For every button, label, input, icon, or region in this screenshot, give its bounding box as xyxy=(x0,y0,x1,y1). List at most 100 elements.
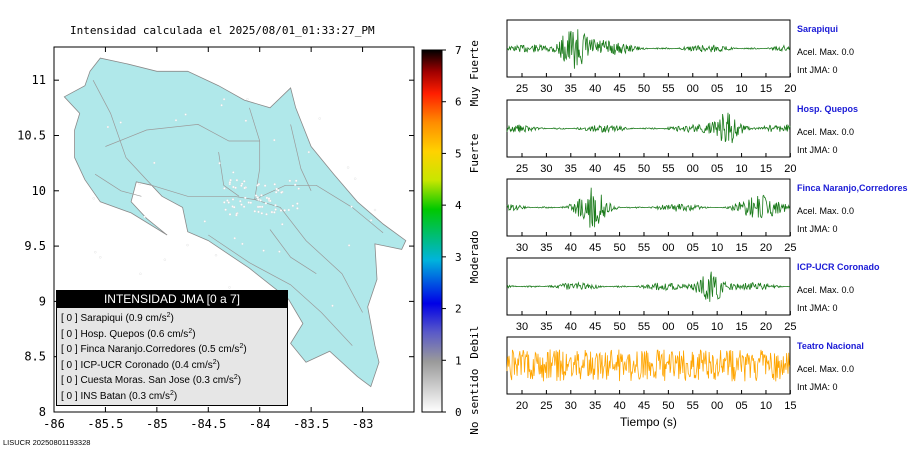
time-tick-label: 30 xyxy=(516,242,528,254)
legend-station-name: ICP-UCR Coronado xyxy=(80,359,169,371)
town-dot xyxy=(106,125,110,129)
town-dot xyxy=(307,150,310,154)
town-dot xyxy=(184,113,187,116)
legend-pga-exponent: 2 xyxy=(169,389,174,397)
seismogram-trace xyxy=(506,112,791,144)
costa-rica-landmass xyxy=(63,57,407,388)
town-dot xyxy=(256,196,259,199)
town-dot xyxy=(267,197,271,200)
town-dot xyxy=(293,183,297,186)
town-dot xyxy=(247,201,250,204)
time-tick-label: 50 xyxy=(638,83,650,95)
colorbar-tick-label: 1 xyxy=(455,354,462,367)
town-dot xyxy=(280,191,283,194)
time-axis-title: Tiempo (s) xyxy=(620,415,677,429)
town-dot xyxy=(234,186,237,190)
town-dot xyxy=(119,121,122,124)
x-tick-label: -84.5 xyxy=(190,417,226,431)
town-dot xyxy=(278,250,281,253)
seismogram-trace xyxy=(506,29,791,69)
time-tick-label: 10 xyxy=(735,83,747,95)
time-tick-label: 25 xyxy=(784,242,796,254)
road-5 xyxy=(94,173,142,197)
legend-entry: [ 0 ] Cuesta Moras. San Jose (0.3 cm/s2) xyxy=(57,370,287,386)
legend-paren: ) xyxy=(243,344,247,356)
legend-jma-value: [ 0 ] xyxy=(61,375,78,387)
town-dot xyxy=(138,182,141,186)
town-dot xyxy=(220,104,223,107)
town-dot xyxy=(231,198,235,201)
colorbar-tick-label: 0 xyxy=(455,406,462,419)
time-tick-label: 15 xyxy=(735,242,747,254)
time-tick-label: 15 xyxy=(760,163,772,175)
colorbar-tick-label: 3 xyxy=(455,251,462,264)
town-dot xyxy=(223,201,226,204)
town-dot xyxy=(203,220,206,223)
town-dot xyxy=(243,180,246,183)
town-dot xyxy=(223,187,226,190)
town-dot xyxy=(243,186,246,190)
colorbar-category-label: Debil xyxy=(468,326,481,359)
time-tick-label: 05 xyxy=(735,400,747,412)
town-dot xyxy=(232,185,235,189)
time-tick-label: 40 xyxy=(565,321,577,333)
station-max-accel: Acel. Max. 0.0 xyxy=(797,127,855,137)
station-jma-intensity: Int JMA: 0 xyxy=(797,382,838,392)
time-tick-label: 15 xyxy=(784,400,796,412)
y-tick-label: 11 xyxy=(32,73,46,87)
time-tick-label: 35 xyxy=(540,321,552,333)
legend-pga-value: (0.4 cm/s xyxy=(171,359,213,371)
town-dot xyxy=(347,244,351,247)
town-dot xyxy=(274,208,277,211)
time-tick-label: 55 xyxy=(662,83,674,95)
x-tick-label: -83.5 xyxy=(293,417,329,431)
town-dot xyxy=(229,178,232,182)
town-dot xyxy=(265,213,268,216)
town-dot xyxy=(277,189,280,192)
legend-pga-exponent: 2 xyxy=(166,312,171,319)
town-dot xyxy=(257,210,260,214)
legend-jma-value: [ 0 ] xyxy=(61,359,78,371)
time-tick-label: 20 xyxy=(760,242,772,254)
footer-id: LISUCR 20250801193328 xyxy=(3,438,91,447)
time-tick-label: 10 xyxy=(711,242,723,254)
town-dot xyxy=(163,258,166,261)
town-dot xyxy=(257,198,260,201)
legend-entry: [ 0 ] Hosp. Quepos (0.6 cm/s2) xyxy=(57,324,287,340)
colorbar-tick-label: 5 xyxy=(455,147,462,160)
time-tick-label: 25 xyxy=(516,83,528,95)
legend-entry: [ 0 ] Finca Naranjo.Corredores (0.5 cm/s… xyxy=(57,339,287,355)
town-dot xyxy=(273,138,276,142)
station-name: ICP-UCR Coronado xyxy=(797,262,880,272)
legend-pga-exponent: 2 xyxy=(239,343,244,351)
station-max-accel: Acel. Max. 0.0 xyxy=(797,206,855,216)
road-2 xyxy=(254,184,384,234)
legend-pga-value: (0.3 cm/s xyxy=(128,390,170,402)
time-tick-label: 35 xyxy=(540,242,552,254)
town-dot xyxy=(246,98,249,101)
town-dot xyxy=(240,203,243,206)
time-tick-label: 20 xyxy=(516,400,528,412)
time-tick-label: 40 xyxy=(589,83,601,95)
colorbar-category-label: Fuerte xyxy=(468,134,481,174)
town-dot xyxy=(296,202,299,205)
legend-entry: [ 0 ] ICP-UCR Coronado (0.4 cm/s2) xyxy=(57,355,287,371)
road-7 xyxy=(290,124,312,191)
road-4 xyxy=(105,124,260,147)
town-dot xyxy=(249,201,253,204)
time-tick-label: 00 xyxy=(662,321,674,333)
time-tick-label: 50 xyxy=(662,400,674,412)
town-dot xyxy=(244,119,248,122)
legend-pga-exponent: 2 xyxy=(212,358,217,366)
station-name: Sarapiqui xyxy=(797,24,839,34)
town-dot xyxy=(228,286,231,289)
time-tick-label: 00 xyxy=(711,400,723,412)
time-tick-label: 00 xyxy=(687,163,699,175)
town-dot xyxy=(281,223,284,226)
y-tick-label: 8.5 xyxy=(24,350,46,364)
town-dot xyxy=(373,208,377,212)
y-tick-label: 9.5 xyxy=(24,239,46,253)
town-dot xyxy=(99,256,102,259)
legend-paren: ) xyxy=(237,375,242,387)
